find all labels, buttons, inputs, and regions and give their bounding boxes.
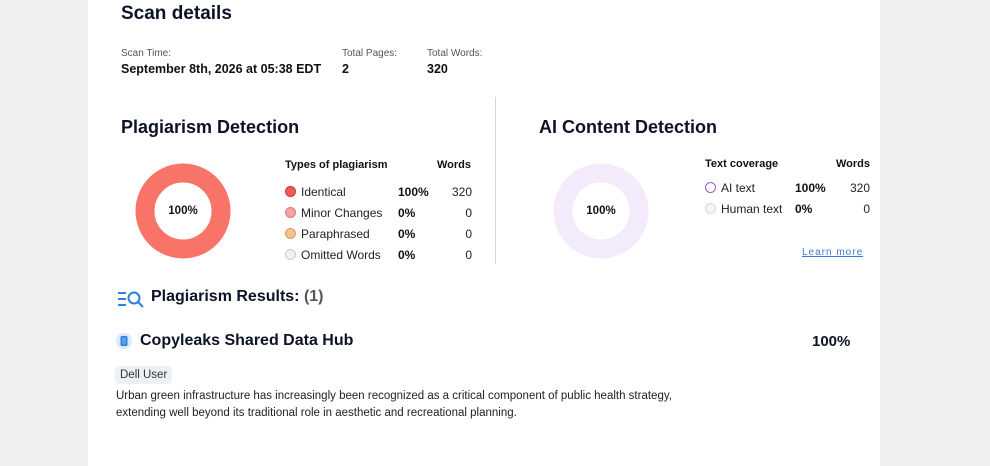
scan-time-value: September 8th, 2026 at 05:38 EDT bbox=[121, 62, 322, 76]
omitted-words-dot-icon bbox=[285, 249, 296, 260]
row-label: Minor Changes bbox=[301, 205, 383, 220]
ai-donut-ring bbox=[553, 163, 649, 259]
plagiarism-detection-title: Plagiarism Detection bbox=[121, 117, 300, 137]
list-search-icon bbox=[117, 289, 145, 309]
source-name-link[interactable]: Copyleaks Shared Data Hub bbox=[140, 332, 354, 349]
row-label: Paraphrased bbox=[301, 226, 370, 241]
excerpt-line: extending well beyond its traditional ro… bbox=[116, 407, 517, 419]
ai-text-dot-icon bbox=[705, 182, 716, 193]
row-words: 320 bbox=[451, 184, 472, 199]
source-match-percent: 100% bbox=[812, 333, 851, 350]
ai-rows: AI text 100% 320 Human text 0% 0 bbox=[705, 177, 875, 219]
excerpt-line: Urban green infrastructure has increasin… bbox=[116, 390, 672, 402]
learn-more-link[interactable]: Learn more bbox=[802, 247, 864, 258]
row-words: 320 bbox=[849, 180, 870, 195]
plagiarism-row-omitted: Omitted Words 0% 0 bbox=[285, 244, 475, 265]
results-title: Plagiarism Results: bbox=[151, 288, 300, 305]
minor-changes-dot-icon bbox=[285, 207, 296, 218]
plagiarism-row-identical: Identical 100% 320 bbox=[285, 181, 475, 202]
row-label: AI text bbox=[721, 180, 756, 195]
source-excerpt: Urban green infrastructure has increasin… bbox=[116, 388, 756, 422]
identical-dot-icon bbox=[285, 186, 296, 197]
row-pct: 0% bbox=[398, 226, 416, 241]
coverage-header: Text coverage bbox=[705, 158, 779, 170]
row-words: 0 bbox=[863, 201, 870, 216]
paraphrased-dot-icon bbox=[285, 228, 296, 239]
row-words: 0 bbox=[465, 205, 472, 220]
row-pct: 0% bbox=[398, 247, 416, 262]
row-pct: 100% bbox=[795, 180, 826, 195]
section-divider bbox=[495, 97, 496, 264]
ai-donut-label: 100% bbox=[586, 205, 616, 217]
types-header: Types of plagiarism bbox=[285, 159, 388, 171]
results-heading: Plagiarism Results: (1) bbox=[151, 288, 324, 306]
row-pct: 100% bbox=[398, 184, 429, 199]
results-count: (1) bbox=[303, 288, 324, 305]
document-icon bbox=[116, 333, 132, 349]
total-words-value: 320 bbox=[427, 62, 448, 76]
ai-words-header: Words bbox=[836, 158, 871, 170]
report-page: Scan details Scan Time: September 8th, 2… bbox=[88, 0, 880, 466]
scan-time-label: Scan Time: bbox=[121, 48, 172, 59]
row-label: Human text bbox=[721, 201, 783, 216]
total-pages-label: Total Pages: bbox=[342, 48, 398, 59]
row-words: 0 bbox=[465, 247, 472, 262]
scan-details-title: Scan details bbox=[121, 3, 232, 24]
row-label: Identical bbox=[301, 184, 346, 199]
human-text-dot-icon bbox=[705, 203, 716, 214]
plagiarism-donut-label: 100% bbox=[168, 205, 198, 217]
total-pages-value: 2 bbox=[342, 62, 349, 76]
ai-detection-title: AI Content Detection bbox=[539, 117, 717, 137]
plagiarism-row-paraphrased: Paraphrased 0% 0 bbox=[285, 223, 475, 244]
plagiarism-rows: Identical 100% 320 Minor Changes 0% 0 Pa… bbox=[285, 181, 475, 265]
row-pct: 0% bbox=[398, 205, 416, 220]
plagiarism-row-minor: Minor Changes 0% 0 bbox=[285, 202, 475, 223]
source-tag: Dell User bbox=[115, 366, 173, 384]
total-words-label: Total Words: bbox=[427, 48, 483, 59]
words-header: Words bbox=[437, 159, 472, 171]
row-pct: 0% bbox=[795, 201, 813, 216]
plagiarism-donut-ring bbox=[135, 163, 231, 259]
row-label: Omitted Words bbox=[301, 247, 381, 262]
plagiarism-donut: 100% bbox=[135, 163, 231, 259]
ai-row-human-text: Human text 0% 0 bbox=[705, 198, 875, 219]
ai-row-ai-text: AI text 100% 320 bbox=[705, 177, 875, 198]
ai-donut: 100% bbox=[553, 163, 649, 259]
row-words: 0 bbox=[465, 226, 472, 241]
